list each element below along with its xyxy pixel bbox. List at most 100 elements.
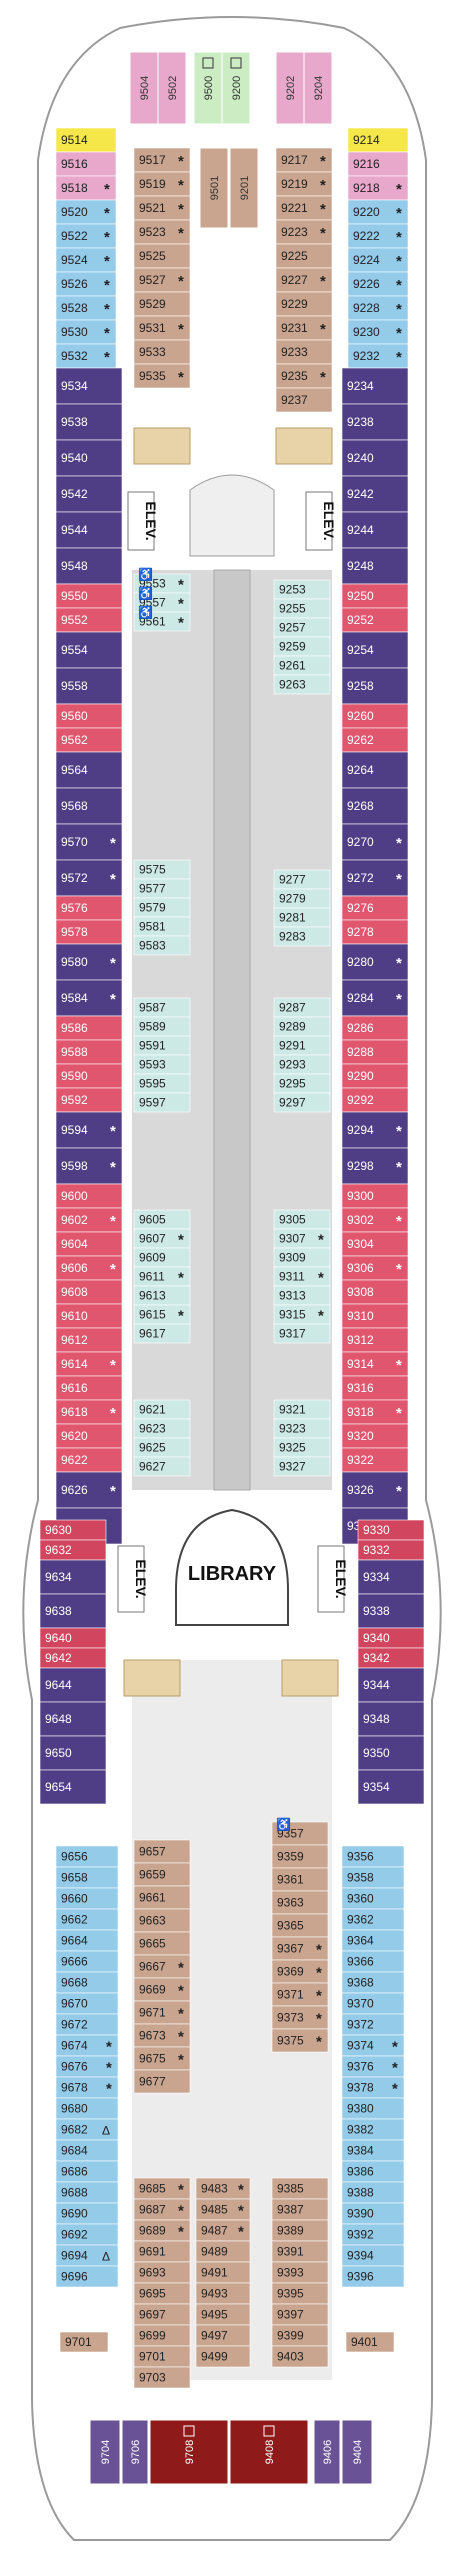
cabin[interactable]: 9581 (133, 916, 191, 937)
cabin[interactable]: 9584 * (55, 979, 123, 1017)
cabin[interactable]: 9297 (273, 1092, 331, 1113)
cabin[interactable]: 9688 (55, 2181, 119, 2204)
cabin[interactable]: 9302 * (341, 1207, 409, 1233)
cabin[interactable]: 9201 (229, 147, 259, 229)
cabin[interactable]: 9616 (55, 1375, 123, 1401)
cabin[interactable]: 9674 * (55, 2034, 119, 2057)
cabin[interactable]: 9406 (313, 2419, 341, 2485)
cabin[interactable]: 9670 (55, 1992, 119, 2015)
cabin[interactable]: 9489 (195, 2240, 251, 2263)
cabin[interactable]: 9497 (195, 2324, 251, 2347)
cabin[interactable]: 9294 * (341, 1111, 409, 1149)
cabin[interactable]: 9380 (341, 2097, 405, 2120)
cabin[interactable]: 9615 * (133, 1304, 191, 1325)
cabin[interactable]: 9386 (341, 2160, 405, 2183)
cabin[interactable]: 9687 * (133, 2198, 191, 2221)
cabin[interactable]: 9590 (55, 1063, 123, 1089)
cabin[interactable]: 9695 (133, 2282, 191, 2305)
cabin[interactable]: 9291 (273, 1035, 331, 1056)
cabin[interactable]: 9632 (39, 1539, 107, 1561)
cabin[interactable]: 9657 (133, 1839, 191, 1864)
cabin[interactable]: 9300 (341, 1183, 409, 1209)
cabin[interactable]: 9598 * (55, 1147, 123, 1185)
cabin[interactable]: 9326 * (341, 1471, 409, 1509)
cabin[interactable]: 9354 (357, 1769, 425, 1805)
cabin[interactable]: 9634 (39, 1559, 107, 1595)
cabin[interactable]: 9602 * (55, 1207, 123, 1233)
cabin[interactable]: 9527 * (133, 267, 191, 293)
cabin[interactable]: 9604 (55, 1231, 123, 1257)
cabin[interactable]: 9268 (341, 787, 409, 825)
cabin[interactable]: 9363 (271, 1890, 329, 1915)
cabin[interactable]: 9521 * (133, 195, 191, 221)
cabin[interactable]: 9516 (55, 151, 117, 177)
cabin[interactable]: 9216 (347, 151, 409, 177)
cabin[interactable]: 9517 * (133, 147, 191, 173)
cabin[interactable]: 9258 (341, 667, 409, 705)
cabin[interactable]: 9388 (341, 2181, 405, 2204)
cabin[interactable]: 9403 (271, 2345, 329, 2368)
cabin[interactable]: 9644 (39, 1667, 107, 1703)
cabin[interactable]: 9680 (55, 2097, 119, 2120)
cabin[interactable]: 9254 (341, 631, 409, 669)
cabin[interactable]: 9396 (341, 2265, 405, 2288)
cabin[interactable]: 9693 (133, 2261, 191, 2284)
cabin[interactable]: 9222 * (347, 223, 409, 249)
cabin[interactable]: 9607 * (133, 1228, 191, 1249)
cabin[interactable]: 9661 (133, 1885, 191, 1910)
cabin[interactable]: 9577 (133, 878, 191, 899)
cabin[interactable]: 9518 * (55, 175, 117, 201)
cabin[interactable]: 9522 * (55, 223, 117, 249)
cabin[interactable]: 9391 (271, 2240, 329, 2263)
cabin[interactable]: 9622 (55, 1447, 123, 1473)
cabin[interactable]: 9593 (133, 1054, 191, 1075)
cabin[interactable]: 9202 (275, 51, 305, 125)
cabin[interactable]: 9685 * (133, 2177, 191, 2200)
cabin[interactable]: 9387 (271, 2198, 329, 2221)
cabin[interactable]: 9696 (55, 2265, 119, 2288)
cabin[interactable]: 9240 (341, 439, 409, 477)
cabin[interactable]: 9358 (341, 1866, 405, 1889)
cabin[interactable]: 9575 (133, 859, 191, 880)
cabin[interactable]: 9627 (133, 1456, 191, 1477)
cabin[interactable]: 9626 * (55, 1471, 123, 1509)
cabin[interactable]: 9538 (55, 403, 123, 441)
cabin[interactable]: 9534 (55, 367, 123, 405)
cabin[interactable]: 9357♿ (271, 1818, 329, 1846)
cabin[interactable]: 9378 * (341, 2076, 405, 2099)
cabin[interactable]: 9500 (193, 51, 223, 125)
cabin[interactable]: 9304 (341, 1231, 409, 1257)
cabin[interactable]: 9306 * (341, 1255, 409, 1281)
cabin[interactable]: 9392 (341, 2223, 405, 2246)
cabin[interactable]: 9561 * ♿ (133, 606, 191, 632)
cabin[interactable]: 9371 * (271, 1982, 329, 2007)
cabin[interactable]: 9279 (273, 888, 331, 909)
cabin[interactable]: 9701 (133, 2345, 191, 2368)
cabin[interactable]: 9330 (357, 1519, 425, 1541)
cabin[interactable]: 9591 (133, 1035, 191, 1056)
cabin[interactable]: 9298 * (341, 1147, 409, 1185)
cabin[interactable]: 9288 (341, 1039, 409, 1065)
cabin[interactable]: 9548 (55, 547, 123, 585)
cabin[interactable]: 9697 (133, 2303, 191, 2326)
cabin[interactable]: 9658 (55, 1866, 119, 1889)
cabin[interactable]: 9667 * (133, 1954, 191, 1979)
cabin[interactable]: 9662 (55, 1908, 119, 1931)
cabin[interactable]: 9682 Δ (55, 2118, 119, 2141)
cabin[interactable]: 9277 (273, 869, 331, 890)
cabin[interactable]: 9290 (341, 1063, 409, 1089)
cabin[interactable]: 9242 (341, 475, 409, 513)
cabin[interactable]: 9235 * (275, 363, 333, 389)
cabin[interactable]: 9312 (341, 1327, 409, 1353)
cabin[interactable]: 9260 (341, 703, 409, 729)
cabin[interactable]: 9231 * (275, 315, 333, 341)
cabin[interactable]: 9495 (195, 2303, 251, 2326)
cabin[interactable]: 9204 (303, 51, 333, 125)
cabin[interactable]: 9376 * (341, 2055, 405, 2078)
cabin[interactable]: 9640 (39, 1627, 107, 1649)
cabin[interactable]: 9225 (275, 243, 333, 269)
cabin[interactable]: 9234 (341, 367, 409, 405)
cabin[interactable]: 9286 (341, 1015, 409, 1041)
cabin[interactable]: 9587 (133, 997, 191, 1018)
cabin[interactable]: 9305 (273, 1209, 331, 1230)
